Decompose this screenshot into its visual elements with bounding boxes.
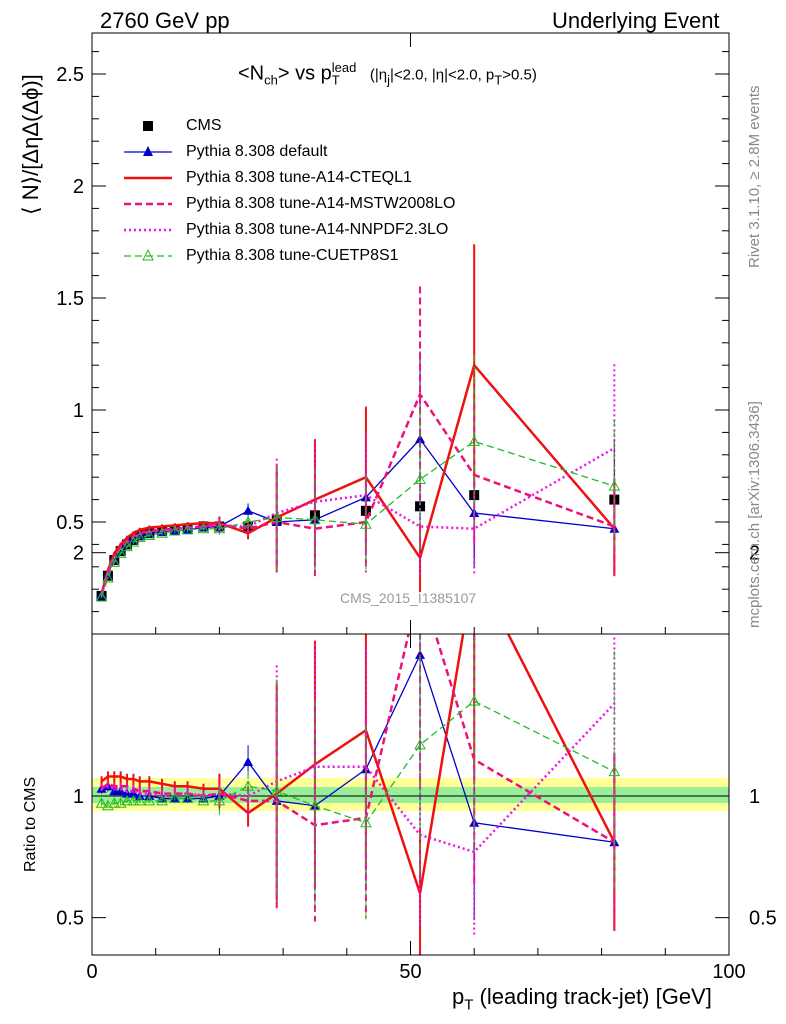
- legend-swatch: [143, 121, 153, 131]
- point-pythia-8-308-tune-cuetp8s1: [468, 435, 481, 446]
- y-tick-label-main: 1.5: [56, 288, 84, 310]
- point-pythia-8-308-tune-cuetp8s1: [468, 695, 481, 706]
- point-pythia-8-308-tune-cuetp8s1: [360, 816, 372, 828]
- y-tick-label-ratio-left: 0.5: [56, 908, 84, 930]
- point-pythia-8-308-tune-cuetp8s1: [108, 797, 121, 808]
- x-tick-label: 100: [712, 961, 745, 983]
- y-tick-label-ratio-right: 1: [749, 786, 760, 808]
- y-tick-label-main: 1: [73, 400, 84, 422]
- header-left: 2760 GeV pp: [100, 8, 230, 33]
- point-pythia-8-308-tune-cuetp8s1: [95, 591, 108, 602]
- point-pythia-8-308-tune-cuetp8s1: [242, 515, 254, 527]
- point-pythia-8-308-tune-cuetp8s1: [181, 523, 194, 535]
- point-pythia-8-308-tune-cuetp8s1: [127, 794, 140, 806]
- analysis-watermark: CMS_2015_I1385107: [340, 590, 477, 606]
- y-tick-label-main: 0.5: [56, 512, 84, 534]
- legend-swatch-marker: [143, 121, 153, 131]
- point-pythia-8-308-tune-cuetp8s1: [197, 794, 210, 806]
- point-pythia-8-308-tune-cuetp8s1: [121, 794, 133, 806]
- series-line-pythia-8-308-default: [101, 653, 615, 843]
- legend-entry: Pythia 8.308 default: [120, 139, 455, 165]
- point-pythia-8-308-tune-cuetp8s1: [168, 792, 181, 803]
- series-line-pythia-8-308-default: [100, 438, 615, 595]
- point-pythia-8-308-tune-cuetp8s1: [608, 765, 621, 777]
- point-pythia-8-308-tune-cuetp8s1: [181, 792, 194, 803]
- y-tick-label-ratio-right: 2: [749, 543, 760, 565]
- series-line-pythia-8-308-tune-a14-cteql1: [100, 362, 616, 595]
- series-line-pythia-8-308-tune-cuetp8s1: [101, 700, 615, 824]
- y-tick-label-ratio-right: 0.5: [749, 908, 777, 930]
- point-pythia-8-308-tune-cuetp8s1: [309, 513, 321, 525]
- legend-label: Pythia 8.308 tune-A14-MSTW2008LO: [186, 195, 456, 212]
- y-axis-label-bottom: Ratio to CMS: [22, 776, 39, 872]
- point-pythia-8-308-tune-cuetp8s1: [608, 480, 621, 491]
- y-tick-label-ratio-left: 1: [73, 786, 84, 808]
- point-pythia-8-308-tune-cuetp8s1: [133, 794, 146, 806]
- legend: CMS Pythia 8.308 default Pythia 8.308 tune…: [120, 113, 455, 269]
- mcplots-label: mcplots.cern.ch [arXiv:1306.3436]: [746, 401, 763, 628]
- x-axis-label: pT (leading track-jet) [GeV]: [452, 984, 712, 1014]
- point-pythia-8-308-tune-cuetp8s1: [270, 511, 283, 523]
- legend-label: Pythia 8.308 tune-A14-NNPDF2.3LO: [186, 221, 449, 238]
- point-pythia-8-308-tune-cuetp8s1: [360, 518, 372, 529]
- rivet-label: Rivet 3.1.10, ≥ 2.8M events: [746, 85, 763, 269]
- legend-entry: CMS: [120, 113, 455, 139]
- legend-swatch-marker: [143, 146, 153, 156]
- point-pythia-8-308-tune-cuetp8s1: [213, 794, 226, 806]
- legend-swatch: [124, 176, 172, 180]
- point-pythia-8-308-tune-cuetp8s1: [114, 547, 127, 558]
- legend-label: CMS: [186, 117, 222, 134]
- point-pythia-8-308-tune-cuetp8s1: [133, 531, 146, 543]
- plot-title: <Nch> vs pTlead (|ηj|<2.0, |η|<2.0, pT>0…: [238, 60, 537, 88]
- legend-label: Pythia 8.308 default: [186, 143, 328, 160]
- point-pythia-8-308-tune-cuetp8s1: [270, 785, 283, 796]
- point-pythia-8-308-tune-cuetp8s1: [414, 473, 426, 484]
- y-tick-label-main: 2.5: [56, 64, 84, 86]
- point-pythia-8-308-tune-cuetp8s1: [309, 799, 321, 811]
- legend-swatch: [124, 228, 172, 232]
- legend-swatch: [124, 146, 172, 156]
- y-tick-label-ratio-left: 2: [73, 543, 84, 565]
- point-pythia-8-308-tune-cuetp8s1: [108, 556, 121, 567]
- point-pythia-8-308-tune-cuetp8s1: [95, 797, 108, 808]
- point-pythia-8-308-default: [243, 756, 254, 766]
- y-tick-label-main: 2: [73, 176, 84, 198]
- legend-entry: Pythia 8.308 tune-A14-CTEQL1: [120, 165, 455, 191]
- point-pythia-8-308-tune-cuetp8s1: [143, 529, 156, 540]
- legend-label: Pythia 8.308 tune-A14-CTEQL1: [186, 169, 412, 186]
- series-line-pythia-8-308-tune-a14-cteql1: [100, 634, 616, 894]
- point-pythia-8-308-tune-cuetp8s1: [242, 780, 254, 791]
- x-tick-label: 0: [86, 961, 97, 983]
- point-pythia-8-308-tune-cuetp8s1: [213, 522, 226, 534]
- legend-swatch-marker: [142, 248, 154, 261]
- legend-swatch: [124, 248, 172, 261]
- legend-swatch: [124, 202, 172, 206]
- point-pythia-8-308-default: [243, 505, 254, 515]
- point-pythia-8-308-tune-cuetp8s1: [143, 794, 156, 806]
- x-tick-label: 50: [399, 961, 421, 983]
- point-pythia-8-308-tune-cuetp8s1: [156, 794, 168, 806]
- point-pythia-8-308-tune-cuetp8s1: [168, 524, 181, 536]
- legend-label: Pythia 8.308 tune-CUETP8S1: [186, 247, 399, 264]
- series-line-pythia-8-308-tune-a14-mstw2008lo: [100, 391, 615, 596]
- legend-entry: Pythia 8.308 tune-A14-NNPDF2.3LO: [120, 217, 455, 243]
- point-pythia-8-308-tune-cuetp8s1: [197, 522, 210, 534]
- legend-entry: Pythia 8.308 tune-CUETP8S1: [120, 243, 455, 269]
- point-pythia-8-308-tune-cuetp8s1: [102, 571, 114, 583]
- header-right: Underlying Event: [552, 8, 720, 33]
- legend-entry: Pythia 8.308 tune-A14-MSTW2008LO: [120, 191, 455, 217]
- y-axis-label-top: ⟨ N⟩/[ΔηΔ(Δϕ)]: [18, 74, 43, 215]
- series-line-pythia-8-308-tune-a14-nnpdf2-3lo: [100, 446, 615, 596]
- point-pythia-8-308-tune-cuetp8s1: [414, 738, 426, 750]
- point-pythia-8-308-default: [415, 649, 426, 659]
- point-pythia-8-308-tune-cuetp8s1: [156, 527, 168, 538]
- ratio-band-inner: [92, 787, 729, 803]
- series-line-pythia-8-308-tune-a14-nnpdf2-3lo: [101, 702, 616, 854]
- series-line-pythia-8-308-tune-cuetp8s1: [100, 440, 615, 598]
